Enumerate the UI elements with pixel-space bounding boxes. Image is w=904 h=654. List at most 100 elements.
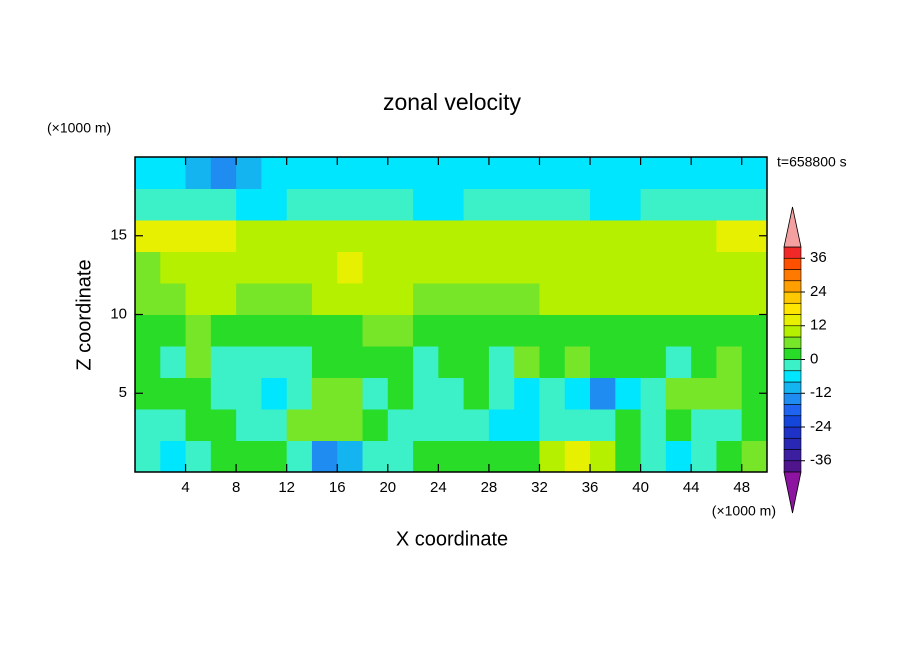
contour-cell [488,220,515,252]
contour-cell [716,440,743,473]
contour-cell [362,440,389,473]
time-label: t=658800 s [777,154,847,170]
x-unit: (×1000 m) [712,503,776,519]
contour-cell [311,251,338,284]
contour-cell [387,314,414,347]
contour-cell [185,440,212,473]
contour-cell [539,314,566,347]
contour-cell [590,440,616,473]
contour-cell [362,188,389,221]
contour-cell [160,188,187,221]
colorbar-bin [783,359,802,372]
contour-cell [387,283,414,315]
contour-cell [160,314,187,347]
contour-cell [665,251,692,284]
contour-cell [665,220,692,252]
contour-cell [210,346,237,378]
contour-cell [665,188,692,221]
contour-cell [514,220,540,252]
contour-cell [539,377,566,410]
contour-cell [135,409,161,441]
contour-cell [236,440,262,473]
contour-cell [640,314,667,347]
contour-cell [236,283,262,315]
colorbar-bin [783,269,802,282]
contour-cell [261,220,288,252]
contour-cell [210,220,237,252]
contour-cell [311,314,338,347]
contour-cell [286,157,313,189]
contour-cell [691,188,717,221]
contour-cell [691,314,717,347]
contour-cell [539,157,566,189]
x-tick-label: 44 [683,479,700,496]
contour-cell [615,283,642,315]
contour-cell [236,377,262,410]
contour-cell [337,220,364,252]
x-tick-label: 40 [632,479,649,496]
contour-cell [261,440,288,473]
contour-cell [741,188,768,221]
contour-cell [337,188,364,221]
contour-cell [741,409,768,441]
contour-cell [514,346,540,378]
contour-cell [615,188,642,221]
contour-cell [691,251,717,284]
contour-cell [716,220,743,252]
contour-cell [337,409,364,441]
contour-cell [564,440,591,473]
colorbar-bin [783,426,802,439]
contour-cell [210,409,237,441]
colorbar-bin [783,257,802,270]
colorbar-bin [783,347,802,360]
contour-cell [665,377,692,410]
contour-cell [236,346,262,378]
contour-cell [514,157,540,189]
contour-cell [463,251,490,284]
contour-cell [691,220,717,252]
contour-cell [413,188,439,221]
contour-cell [741,157,768,189]
contour-cell [716,409,743,441]
contour-cell [590,283,616,315]
contour-cell [438,188,465,221]
contour-cell [311,188,338,221]
colorbar-bin [783,449,802,462]
contour-cell [185,188,212,221]
contour-cell [413,251,439,284]
contour-cell [640,346,667,378]
contour-cell [286,251,313,284]
contour-cell [514,377,540,410]
contour-cell [691,157,717,189]
x-tick-label: 32 [531,479,548,496]
contour-cell [135,283,161,315]
contour-cell [185,377,212,410]
colorbar-bin [783,415,802,428]
contour-cell [716,346,743,378]
contour-cell [311,346,338,378]
chart-title: zonal velocity [383,89,522,115]
x-tick-label: 28 [481,479,498,496]
contour-cell [463,283,490,315]
contour-cell [185,314,212,347]
contour-cell [640,220,667,252]
contour-cell [463,314,490,347]
contour-cell [210,188,237,221]
contour-cell [564,346,591,378]
contour-cell [362,314,389,347]
contour-cell [413,377,439,410]
contour-cell [640,409,667,441]
contour-cell [463,157,490,189]
colorbar-under [783,471,802,514]
y-tick-label: 10 [110,305,127,322]
contour-cell [210,283,237,315]
contour-cell [691,409,717,441]
contour-cell [564,251,591,284]
contour-cell [438,440,465,473]
contour-cell [135,188,161,221]
contour-cell [590,409,616,441]
contour-cell [160,283,187,315]
contour-cell [665,157,692,189]
contour-cell [463,409,490,441]
contour-cell [362,251,389,284]
